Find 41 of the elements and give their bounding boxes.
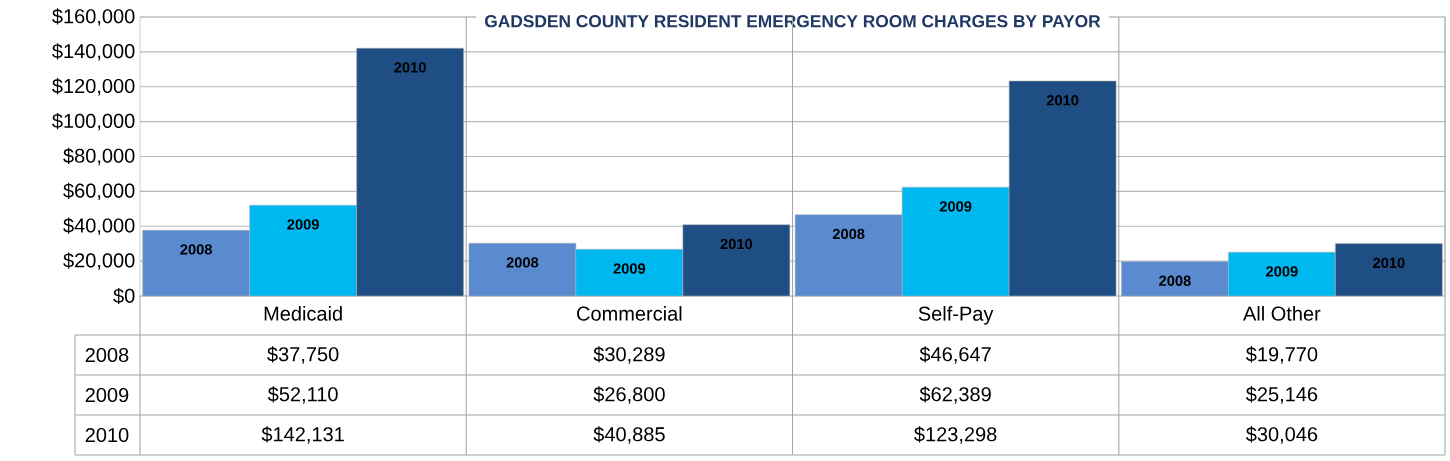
y-tick-label: $40,000 (63, 217, 135, 235)
text: 2010 (720, 238, 753, 250)
y-tick-label: $100,000 (52, 112, 135, 131)
series-label: 2010 (1046, 95, 1079, 106)
y-tick-label: $20,000 (63, 252, 135, 270)
data-label: $142,131 (261, 426, 344, 444)
y-tick-label: $60,000 (63, 182, 135, 201)
data-label: $19,770 (1245, 346, 1318, 364)
text: 2009 (85, 387, 129, 403)
chart-title: GADSDEN COUNTY RESIDENT EMERGENCY ROOM CHARGES BY PAYOR (485, 15, 1101, 28)
data-label: $62,389 (919, 386, 991, 404)
x-tick-label: Self-Pay (918, 306, 994, 325)
text: 2008 (506, 257, 539, 268)
y-tick-label: $140,000 (52, 43, 135, 61)
x-tick-label: Medicaid (264, 306, 342, 321)
data-label: $40,885 (593, 426, 665, 444)
text: 2009 (1266, 266, 1298, 277)
y-tick-label: $120,000 (52, 78, 135, 96)
y-tick-label: $160,000 (52, 8, 135, 26)
data-label: $30,289 (593, 346, 665, 364)
text: 2010 (85, 427, 129, 443)
data-label: $26,800 (593, 386, 665, 404)
text: 2008 (832, 228, 865, 240)
text: 2008 (85, 347, 129, 363)
x-tick-label: All Other (1243, 306, 1321, 321)
data-label: $52,110 (267, 386, 338, 404)
y-tick-label: $80,000 (63, 147, 135, 166)
text: 2010 (394, 62, 426, 73)
data-label: $37,750 (267, 346, 339, 364)
text: 2009 (287, 219, 319, 230)
data-label: $46,647 (919, 346, 991, 364)
y-tick-label: $0 (113, 287, 135, 305)
text: 2008 (180, 244, 212, 255)
text: 2010 (1373, 257, 1405, 269)
series-label: 2009 (613, 263, 646, 274)
data-label: $123,298 (914, 426, 997, 444)
series-label: 2008 (1159, 275, 1191, 286)
data-label: $30,046 (1245, 426, 1318, 444)
text: 2009 (939, 201, 972, 212)
x-tick-label: Commercial (577, 306, 682, 321)
data-label: $25,146 (1245, 386, 1318, 404)
